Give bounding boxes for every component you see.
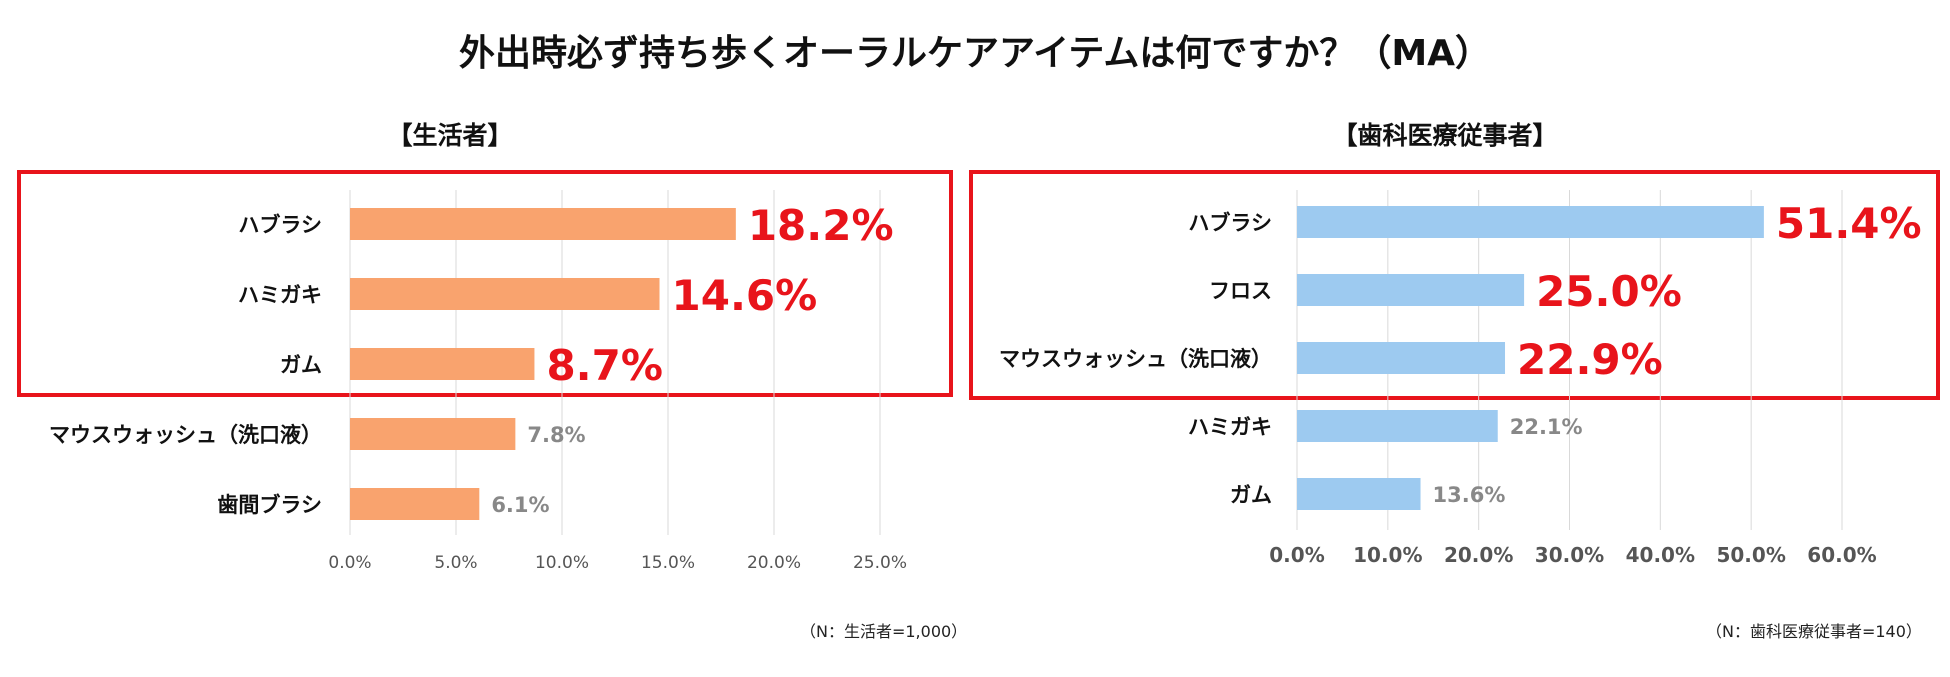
value-label: 22.1% (1510, 415, 1583, 439)
bar (350, 488, 480, 520)
bar (1297, 410, 1498, 442)
category-label: 歯間ブラシ (217, 493, 322, 517)
value-label: 51.4% (1776, 199, 1922, 248)
left-sample-note: （N：生活者=1,000） (800, 622, 968, 641)
right-sample-note: （N：歯科医療従事者=140） (1706, 622, 1922, 641)
x-tick-label: 50.0% (1716, 543, 1785, 567)
category-label: ガム (280, 353, 322, 377)
bar (350, 348, 535, 380)
x-tick-label: 10.0% (1353, 543, 1422, 567)
category-label: ハミガキ (1188, 415, 1272, 439)
x-tick-label: 10.0% (535, 553, 589, 573)
bar (350, 278, 660, 310)
value-label: 25.0% (1536, 267, 1682, 316)
x-tick-label: 15.0% (641, 553, 695, 573)
x-tick-label: 0.0% (328, 553, 371, 573)
x-tick-label: 20.0% (1444, 543, 1513, 567)
category-label: ハミガキ (238, 283, 322, 307)
bar (1297, 274, 1525, 306)
value-label: 14.6% (672, 271, 818, 320)
left-panel-title: 【生活者】 (387, 121, 513, 150)
bar (1297, 206, 1764, 238)
left-highlight-box (17, 170, 953, 397)
main-title: 外出時必ず持ち歩くオーラルケアアイテムは何ですか？（MA） (458, 33, 1492, 74)
x-tick-label: 25.0% (853, 553, 907, 573)
category-label: マウスウォッシュ（洗口液） (49, 423, 322, 447)
value-label: 7.8% (527, 423, 585, 447)
value-label: 6.1% (491, 493, 549, 517)
category-label: ハブラシ (238, 213, 322, 237)
category-label: マウスウォッシュ（洗口液） (999, 347, 1272, 371)
x-tick-label: 60.0% (1807, 543, 1876, 567)
right-highlight-box (969, 170, 1940, 400)
category-label: ガム (1230, 483, 1272, 507)
bar (1297, 342, 1506, 374)
value-label: 8.7% (546, 341, 662, 390)
category-label: ハブラシ (1188, 211, 1272, 235)
right-panel-title: 【歯科医療従事者】 (1332, 121, 1558, 150)
value-label: 18.2% (748, 201, 894, 250)
x-tick-label: 40.0% (1626, 543, 1695, 567)
value-label: 13.6% (1433, 483, 1506, 507)
x-tick-label: 30.0% (1535, 543, 1604, 567)
x-tick-label: 0.0% (1269, 543, 1324, 567)
value-label: 22.9% (1517, 335, 1663, 384)
category-label: フロス (1209, 279, 1272, 303)
bar (350, 418, 516, 450)
bar (350, 208, 736, 240)
x-tick-label: 20.0% (747, 553, 801, 573)
bar (1297, 478, 1421, 510)
x-tick-label: 5.0% (434, 553, 477, 573)
